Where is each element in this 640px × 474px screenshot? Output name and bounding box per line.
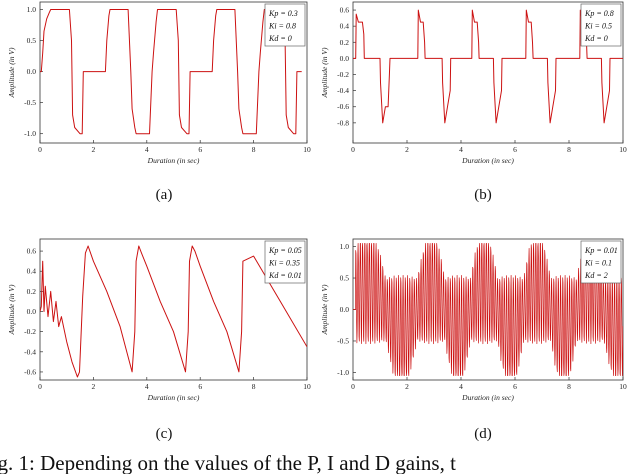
y-tick-label: 0.0	[340, 305, 350, 314]
y-axis-label: Amplitude (in V)	[7, 47, 16, 98]
x-tick-label: 10	[619, 145, 627, 154]
chart-c: 0 2 4 6 8 10 0.6 0.4 0.2 0.0 -0.2 -0.4 -0.6 Duration …	[7, 238, 311, 442]
x-axis-label: Duration (in sec)	[461, 393, 514, 402]
plot-frame	[39, 1, 308, 144]
x-tick-label: 0	[351, 382, 355, 391]
y-tick-label: 0.0	[27, 307, 37, 316]
x-tick-label: 4	[145, 382, 149, 391]
y-tick-label: 0.6	[27, 247, 37, 256]
y-tick-label: -0.2	[24, 327, 36, 336]
y-tick-label: -0.6	[24, 367, 36, 376]
subfigure-label: (c)	[156, 426, 173, 442]
y-tick-label: 0.2	[27, 287, 37, 296]
x-tick-label: 10	[303, 382, 311, 391]
legend: Kp = 0.8 Ki = 0.5 Kd = 0	[580, 3, 622, 47]
chart-a: 0 2 4 6 8 10 1.0 0.5 0.0 -0.5 -1.0 Duration (in sec…	[7, 1, 311, 203]
x-tick-label: 4	[459, 382, 463, 391]
legend: Kp = 0.01 Ki = 0.1 Kd = 2	[580, 240, 622, 284]
series-line-response	[40, 9, 302, 135]
x-tick-label: 6	[513, 145, 517, 154]
x-axis-label: Duration (in sec)	[147, 156, 200, 165]
x-axis-label: Duration (in sec)	[147, 393, 200, 402]
x-tick-label: 8	[252, 145, 256, 154]
series-line-response	[353, 9, 623, 124]
y-tick-label: 1.0	[340, 242, 350, 251]
chart-d: 0 2 4 6 8 10 1.0 0.5 0.0 -0.5 -1.0 Duration (in sec…	[320, 238, 627, 442]
legend-entry: Kd = 0.01	[268, 271, 302, 280]
legend-box	[580, 240, 622, 284]
subfigure-label: (b)	[474, 187, 492, 203]
subfigure-label: (a)	[156, 187, 173, 203]
legend-entry: Ki = 0.5	[584, 22, 612, 31]
y-tick-label: 0.5	[27, 36, 37, 45]
x-tick-label: 6	[513, 382, 517, 391]
y-axis-label: Amplitude (in V)	[320, 47, 329, 98]
legend-box	[264, 3, 306, 47]
x-tick-label: 2	[405, 382, 409, 391]
y-tick-label: 0.0	[27, 67, 37, 76]
y-tick-label: -0.4	[337, 86, 349, 95]
legend-box	[264, 240, 306, 284]
legend: Kp = 0.3 Ki = 0.8 Kd = 0	[264, 3, 306, 47]
y-tick-label: -0.5	[24, 98, 36, 107]
plot-frame	[39, 238, 308, 381]
y-axis-label: Amplitude (in V)	[7, 284, 16, 335]
legend-entry: Kp = 0.05	[268, 246, 302, 255]
legend-entry: Kp = 0.3	[268, 9, 298, 18]
x-tick-label: 4	[459, 145, 463, 154]
y-tick-label: -0.2	[337, 70, 349, 79]
x-tick-label: 6	[198, 382, 202, 391]
x-tick-label: 6	[198, 145, 202, 154]
legend-entry: Ki = 0.35	[268, 259, 300, 268]
x-tick-label: 0	[351, 145, 355, 154]
x-tick-label: 8	[567, 382, 571, 391]
x-tick-label: 0	[38, 382, 42, 391]
series-line-response	[40, 245, 307, 378]
x-tick-label: 4	[145, 145, 149, 154]
y-tick-label: 1.0	[27, 5, 37, 14]
legend-box	[580, 3, 622, 47]
legend-entry: Ki = 0.1	[584, 259, 612, 268]
chart-b: 0 2 4 6 8 10 0.6 0.4 0.2 0.0 -0.2 -0.4 -0.6 -0.8 Durat…	[320, 1, 627, 203]
y-tick-label: 0.4	[340, 22, 350, 31]
x-axis-label: Duration (in sec)	[461, 156, 514, 165]
x-tick-label: 10	[303, 145, 311, 154]
legend-entry: Kd = 0	[268, 34, 292, 43]
x-tick-label: 10	[619, 382, 627, 391]
y-tick-label: -0.6	[337, 102, 349, 111]
y-tick-label: -1.0	[24, 129, 36, 138]
legend-entry: Kd = 2	[584, 271, 608, 280]
figure-caption: Fig. 1: Depending on the values of the P…	[0, 451, 456, 474]
x-tick-label: 8	[252, 382, 256, 391]
y-tick-label: -0.8	[337, 118, 349, 127]
x-tick-label: 2	[92, 145, 96, 154]
y-tick-label: 0.0	[340, 54, 350, 63]
x-tick-label: 2	[405, 145, 409, 154]
y-tick-label: 0.4	[27, 267, 37, 276]
series-line-response	[353, 243, 623, 376]
x-tick-label: 0	[38, 145, 42, 154]
y-tick-label: -1.0	[337, 368, 349, 377]
legend: Kp = 0.05 Ki = 0.35 Kd = 0.01	[264, 240, 306, 284]
x-tick-label: 2	[92, 382, 96, 391]
chart-panels: 0 2 4 6 8 10 1.0 0.5 0.0 -0.5 -1.0 Duration (in sec…	[7, 1, 627, 442]
y-tick-label: -0.5	[337, 336, 349, 345]
y-tick-label: 0.6	[340, 6, 350, 15]
legend-entry: Kp = 0.01	[584, 246, 618, 255]
y-tick-label: 0.2	[340, 38, 350, 47]
legend-entry: Ki = 0.8	[268, 22, 296, 31]
y-axis-label: Amplitude (in V)	[320, 284, 329, 335]
legend-entry: Kp = 0.8	[584, 9, 614, 18]
y-tick-label: 0.5	[340, 274, 350, 283]
y-tick-label: -0.4	[24, 347, 36, 356]
legend-entry: Kd = 0	[584, 34, 608, 43]
x-tick-label: 8	[567, 145, 571, 154]
subfigure-label: (d)	[474, 426, 492, 442]
plot-frame	[352, 1, 624, 144]
